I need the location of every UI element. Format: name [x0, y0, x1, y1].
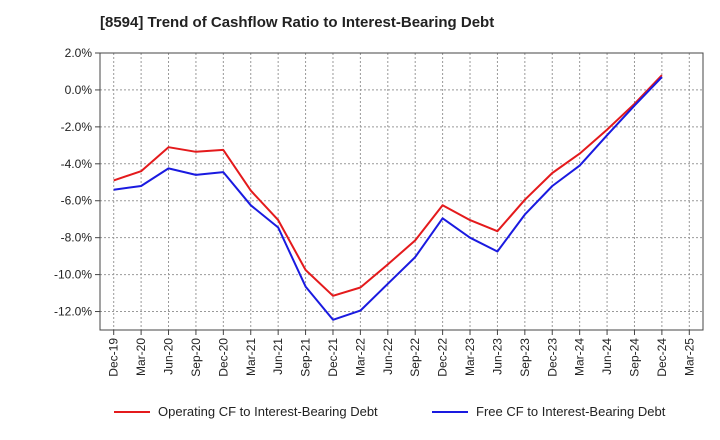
series-line-operating-cf: [113, 74, 663, 297]
y-tick-label: -6.0%: [61, 194, 93, 208]
y-tick-label: -10.0%: [54, 268, 92, 282]
grid: [100, 52, 703, 330]
x-tick-label: Mar-22: [353, 338, 367, 376]
y-tick-label: -12.0%: [54, 305, 92, 319]
x-tick-label: Dec-20: [216, 338, 230, 377]
y-tick-label: -2.0%: [61, 120, 93, 134]
x-tick-label: Mar-20: [134, 338, 148, 376]
y-axis-ticks: 2.0% 0.0% -2.0% -4.0% -6.0% -8.0% -10.0% -12.0%: [54, 46, 100, 319]
chart-title: [8594] Trend of Cashflow Ratio to Intere…: [100, 14, 495, 31]
x-tick-label: Mar-23: [463, 338, 477, 376]
x-tick-label: Dec-22: [436, 338, 450, 377]
legend-swatch-free-cf: [432, 410, 468, 413]
y-tick-label: 2.0%: [65, 46, 93, 60]
legend-item-operating-cf: Operating CF to Interest-Bearing Debt: [114, 404, 378, 419]
x-tick-label: Jun-24: [600, 338, 614, 375]
y-tick-label: -8.0%: [61, 231, 93, 245]
series-line-free-cf: [113, 76, 663, 321]
y-tick-label: -4.0%: [61, 157, 93, 171]
x-tick-label: Sep-23: [518, 338, 532, 377]
x-tick-label: Mar-25: [682, 338, 696, 376]
x-tick-label: Mar-21: [244, 338, 258, 376]
plot-area-border: [99, 52, 704, 331]
x-tick-label: Sep-20: [189, 338, 203, 377]
x-tick-label: Dec-24: [655, 338, 669, 377]
x-tick-label: Jun-23: [490, 338, 504, 375]
legend-swatch-operating-cf: [114, 410, 150, 413]
x-tick-label: Jun-21: [271, 338, 285, 375]
legend-label-free-cf: Free CF to Interest-Bearing Debt: [476, 404, 666, 419]
legend-item-free-cf: Free CF to Interest-Bearing Debt: [432, 404, 665, 419]
x-tick-label: Jun-20: [162, 338, 176, 375]
series-lines: [113, 74, 663, 321]
x-tick-label: Dec-21: [326, 338, 340, 377]
x-tick-label: Dec-23: [545, 338, 559, 377]
x-tick-label: Sep-22: [408, 338, 422, 377]
legend-label-operating-cf: Operating CF to Interest-Bearing Debt: [158, 404, 378, 419]
legend: Operating CF to Interest-Bearing Debt Fr…: [0, 404, 720, 424]
x-tick-label: Sep-24: [627, 338, 641, 377]
y-tick-label: 0.0%: [65, 83, 93, 97]
x-tick-label: Dec-19: [107, 338, 121, 377]
x-tick-label: Mar-24: [573, 338, 587, 376]
x-tick-label: Jun-22: [381, 338, 395, 375]
x-tick-label: Sep-21: [299, 338, 313, 377]
x-axis-ticks: Dec-19 Mar-20 Jun-20 Sep-20 Dec-20 Mar-21 Jun-…: [107, 330, 696, 377]
